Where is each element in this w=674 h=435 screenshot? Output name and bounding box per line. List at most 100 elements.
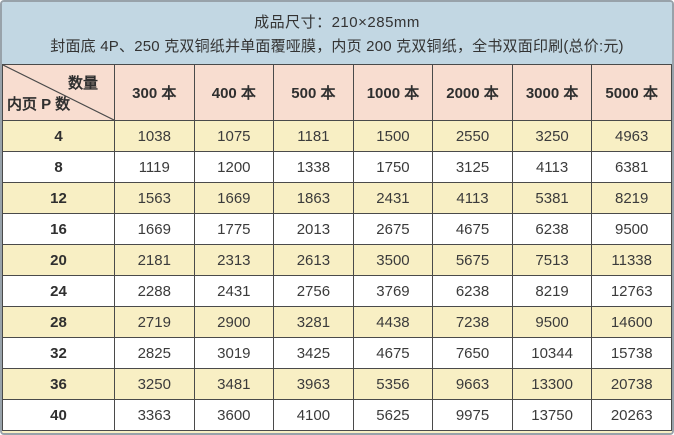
table-body: 4 1038 1075 1181 1500 2550 3250 4963 8 1119 1200 13…	[2, 120, 672, 431]
table-row: 28 2719 2900 3281 4438 7238 9500 14600	[2, 306, 672, 338]
row-header-pages: 32	[2, 337, 115, 369]
price-cell: 1863	[273, 182, 354, 214]
column-header: 1000 本	[352, 64, 434, 121]
table-row: 32 2825 3019 3425 4675 7650 10344 15738	[2, 337, 672, 369]
row-header-pages: 28	[2, 306, 115, 338]
price-cell: 1038	[114, 120, 195, 152]
price-cell: 6238	[511, 213, 593, 245]
price-cell: 3281	[273, 306, 354, 338]
table-row: 16 1669 1775 2013 2675 4675 6238 9500	[2, 213, 672, 245]
table-row: 4 1038 1075 1181 1500 2550 3250 4963	[2, 120, 672, 152]
price-cell: 2756	[273, 275, 354, 307]
price-cell: 2825	[114, 337, 195, 369]
price-cell: 7650	[432, 337, 513, 369]
inner-pages-label: 内页 P 数	[7, 96, 71, 113]
price-cell: 3600	[193, 399, 275, 431]
row-header-pages: 40	[2, 399, 115, 431]
price-cell: 2613	[273, 244, 354, 276]
column-header: 300 本	[114, 64, 195, 121]
header-row: 数量 内页 P 数 300 本 400 本 500 本 1000 本 2000 本 300…	[2, 64, 672, 121]
next-row-sliver	[2, 431, 672, 433]
price-cell: 5675	[432, 244, 513, 276]
price-cell: 4438	[352, 306, 434, 338]
price-cell: 1119	[114, 151, 195, 183]
price-cell: 4675	[432, 213, 513, 245]
row-header-pages: 24	[2, 275, 115, 307]
row-header-pages: 12	[2, 182, 115, 214]
table-row: 8 1119 1200 1338 1750 3125 4113 6381	[2, 151, 672, 183]
price-cell: 15738	[591, 337, 672, 369]
price-cell: 1075	[193, 120, 275, 152]
spec-line: 封面底 4P、250 克双铜纸并单面覆哑膜，内页 200 克双铜纸，全书双面印刷…	[50, 37, 624, 55]
price-cell: 2431	[193, 275, 275, 307]
price-cell: 2550	[432, 120, 513, 152]
price-cell: 3250	[511, 120, 593, 152]
price-cell: 3125	[432, 151, 513, 183]
price-cell: 6381	[591, 151, 672, 183]
price-cell: 3425	[273, 337, 354, 369]
price-cell: 2719	[114, 306, 195, 338]
price-cell: 5356	[352, 368, 434, 400]
price-cell: 1200	[193, 151, 275, 183]
price-cell: 5381	[511, 182, 593, 214]
price-cell: 7238	[432, 306, 513, 338]
price-cell: 4963	[591, 120, 672, 152]
price-cell: 2313	[193, 244, 275, 276]
price-cell: 2288	[114, 275, 195, 307]
price-cell: 9500	[591, 213, 672, 245]
column-header: 500 本	[273, 64, 354, 121]
price-cell: 20738	[591, 368, 672, 400]
price-cell: 13750	[511, 399, 593, 431]
price-cell: 2675	[352, 213, 434, 245]
price-cell: 1775	[193, 213, 275, 245]
row-header-pages: 4	[2, 120, 115, 152]
column-header: 3000 本	[511, 64, 593, 121]
price-cell: 8219	[591, 182, 672, 214]
price-cell: 3481	[193, 368, 275, 400]
table-row: 24 2288 2431 2756 3769 6238 8219 12763	[2, 275, 672, 307]
table-row: 36 3250 3481 3963 5356 9663 13300 20738	[2, 368, 672, 400]
price-cell: 9975	[432, 399, 513, 431]
row-header-pages: 20	[2, 244, 115, 276]
sheet-header: 成品尺寸：210×285mm 封面底 4P、250 克双铜纸并单面覆哑膜，内页 …	[2, 2, 672, 64]
price-cell: 14600	[591, 306, 672, 338]
price-cell: 1750	[352, 151, 434, 183]
price-cell: 1500	[352, 120, 434, 152]
price-cell: 5625	[352, 399, 434, 431]
price-cell: 4113	[432, 182, 513, 214]
price-cell: 2013	[273, 213, 354, 245]
price-cell: 1669	[193, 182, 275, 214]
price-cell: 3019	[193, 337, 275, 369]
price-cell: 4675	[352, 337, 434, 369]
price-cell: 7513	[511, 244, 593, 276]
table-row: 40 3363 3600 4100 5625 9975 13750 20263	[2, 399, 672, 431]
price-cell: 3963	[273, 368, 354, 400]
price-cell: 11338	[591, 244, 672, 276]
price-cell: 1563	[114, 182, 195, 214]
column-header: 400 本	[193, 64, 275, 121]
price-cell: 9500	[511, 306, 593, 338]
price-cell: 9663	[432, 368, 513, 400]
price-cell: 8219	[511, 275, 593, 307]
row-header-pages: 16	[2, 213, 115, 245]
diagonal-line-icon	[3, 65, 114, 120]
row-header-pages: 8	[2, 151, 115, 183]
row-header-pages: 36	[2, 368, 115, 400]
price-cell: 1181	[273, 120, 354, 152]
price-cell: 20263	[591, 399, 672, 431]
price-cell: 4113	[511, 151, 593, 183]
price-cell: 4100	[273, 399, 354, 431]
price-cell: 13300	[511, 368, 593, 400]
price-cell: 1338	[273, 151, 354, 183]
price-cell: 2181	[114, 244, 195, 276]
table-row: 20 2181 2313 2613 3500 5675 7513 11338	[2, 244, 672, 276]
price-cell: 6238	[432, 275, 513, 307]
product-size-line: 成品尺寸：210×285mm	[254, 13, 420, 31]
quantity-label: 数量	[67, 75, 98, 92]
price-table: 数量 内页 P 数 300 本 400 本 500 本 1000 本 2000 本 300…	[2, 64, 672, 431]
corner-cell: 数量 内页 P 数	[2, 64, 115, 121]
price-cell: 12763	[591, 275, 672, 307]
table-row: 12 1563 1669 1863 2431 4113 5381 8219	[2, 182, 672, 214]
price-cell: 2900	[193, 306, 275, 338]
